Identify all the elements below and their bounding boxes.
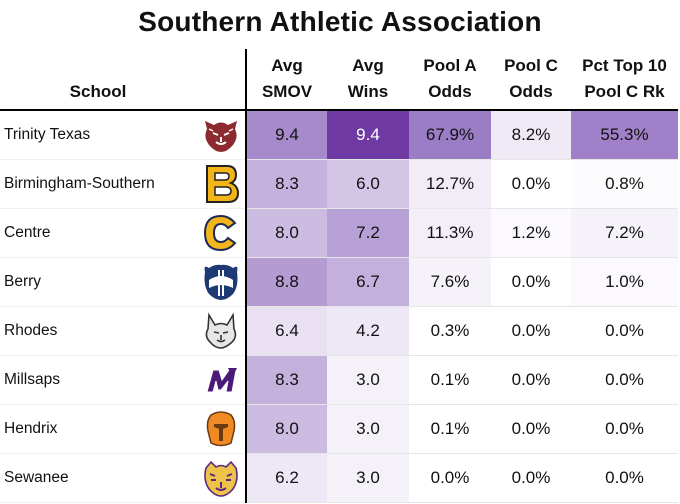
letter-m-logo: [201, 360, 241, 400]
standings-table: School Avg SMOV Avg Wins Pool A Odds Poo…: [0, 49, 678, 503]
letter-b-logo: [201, 164, 241, 204]
logo-header: [196, 49, 246, 111]
table-row: Trinity Texas 9.4 9.4 67.9% 8.2% 55.3%: [0, 110, 678, 160]
pct-top10-header: Pct Top 10 Pool C Rk: [571, 49, 678, 111]
page-title: Southern Athletic Association: [138, 6, 542, 37]
table-row: Millsaps 8.3 3.0 0.1% 0.0% 0.0%: [0, 355, 678, 405]
viking-helmet-logo: [201, 262, 241, 302]
pct-top10-cell: 0.8%: [571, 159, 678, 209]
avg-wins-cell: 3.0: [327, 404, 409, 454]
table-row: Hendrix 8.0 3.0 0.1% 0.0% 0.0%: [0, 404, 678, 454]
avg-smov-header-line2: SMOV: [261, 82, 313, 101]
avg-wins-header: Avg Wins: [327, 49, 409, 111]
pool-a-odds-cell: 11.3%: [409, 208, 491, 258]
pct-top10-cell: 0.0%: [571, 404, 678, 454]
pool-a-odds-cell: 12.7%: [409, 159, 491, 209]
avg-smov-cell: 8.3: [245, 159, 327, 209]
pool-c-odds-cell: 0.0%: [491, 355, 571, 405]
table-row: Birmingham-Southern 8.3 6.0 12.7% 0.0% 0…: [0, 159, 678, 209]
logo-cell: [196, 208, 246, 258]
pool-c-odds-header: Pool C Odds: [491, 49, 571, 111]
avg-wins-header-line2: Wins: [347, 82, 389, 101]
school-name: Millsaps: [0, 355, 196, 405]
pool-a-odds-cell: 0.0%: [409, 453, 491, 503]
avg-smov-cell: 8.3: [245, 355, 327, 405]
pool-a-odds-cell: 0.3%: [409, 306, 491, 356]
logo-cell: [196, 306, 246, 356]
pct-top10-header-line1: Pct Top 10: [582, 56, 667, 75]
pool-c-odds-cell: 0.0%: [491, 159, 571, 209]
table-row: Sewanee 6.2 3.0 0.0% 0.0% 0.0%: [0, 453, 678, 503]
logo-cell: [196, 404, 246, 454]
pool-c-odds-cell: 0.0%: [491, 453, 571, 503]
pool-a-odds-cell: 0.1%: [409, 355, 491, 405]
school-name: Trinity Texas: [0, 110, 196, 160]
pct-top10-cell: 7.2%: [571, 208, 678, 258]
pool-a-odds-cell: 0.1%: [409, 404, 491, 454]
lynx-head-logo: [201, 311, 241, 351]
header-row: School Avg SMOV Avg Wins Pool A Odds Poo…: [0, 49, 678, 111]
warrior-helmet-logo: [201, 409, 241, 449]
pool-a-odds-header-line2: Odds: [428, 82, 472, 101]
avg-wins-cell: 4.2: [327, 306, 409, 356]
pool-c-odds-header-line1: Pool C: [504, 56, 558, 75]
pool-c-odds-cell: 1.2%: [491, 208, 571, 258]
school-name: Rhodes: [0, 306, 196, 356]
pool-c-odds-cell: 0.0%: [491, 306, 571, 356]
pct-top10-cell: 1.0%: [571, 257, 678, 307]
pool-a-odds-cell: 7.6%: [409, 257, 491, 307]
pool-c-odds-cell: 8.2%: [491, 110, 571, 160]
avg-smov-cell: 8.0: [245, 404, 327, 454]
table-row: Centre 8.0 7.2 11.3% 1.2% 7.2%: [0, 208, 678, 258]
avg-wins-cell: 9.4: [327, 110, 409, 160]
avg-smov-cell: 9.4: [245, 110, 327, 160]
avg-wins-cell: 6.0: [327, 159, 409, 209]
tiger-head-logo: [201, 115, 241, 155]
avg-smov-cell: 8.8: [245, 257, 327, 307]
table-row: Berry 8.8 6.7 7.6% 0.0% 1.0%: [0, 257, 678, 307]
logo-cell: [196, 159, 246, 209]
table-row: Rhodes 6.4 4.2 0.3% 0.0% 0.0%: [0, 306, 678, 356]
avg-smov-header: Avg SMOV: [245, 49, 327, 111]
pool-c-odds-cell: 0.0%: [491, 404, 571, 454]
pct-top10-cell: 55.3%: [571, 110, 678, 160]
school-name: Berry: [0, 257, 196, 307]
school-name: Sewanee: [0, 453, 196, 503]
pool-c-odds-cell: 0.0%: [491, 257, 571, 307]
avg-smov-cell: 6.4: [245, 306, 327, 356]
pool-a-odds-cell: 67.9%: [409, 110, 491, 160]
avg-wins-cell: 3.0: [327, 355, 409, 405]
pool-a-odds-header-line1: Pool A: [423, 56, 477, 75]
avg-wins-header-line1: Avg: [352, 56, 384, 75]
school-name: Centre: [0, 208, 196, 258]
letter-c-logo: [201, 213, 241, 253]
tiger-face-logo: [201, 458, 241, 498]
logo-cell: [196, 453, 246, 503]
logo-cell: [196, 110, 246, 160]
school-name: Birmingham-Southern: [0, 159, 196, 209]
school-name: Hendrix: [0, 404, 196, 454]
avg-wins-cell: 7.2: [327, 208, 409, 258]
avg-wins-cell: 3.0: [327, 453, 409, 503]
avg-smov-cell: 6.2: [245, 453, 327, 503]
pool-a-odds-header: Pool A Odds: [409, 49, 491, 111]
avg-smov-header-line1: Avg: [271, 56, 303, 75]
pct-top10-cell: 0.0%: [571, 453, 678, 503]
pool-c-odds-header-line2: Odds: [509, 82, 553, 101]
school-header: School: [0, 49, 196, 111]
avg-wins-cell: 6.7: [327, 257, 409, 307]
logo-cell: [196, 257, 246, 307]
pct-top10-cell: 0.0%: [571, 306, 678, 356]
pct-top10-header-line2: Pool C Rk: [584, 82, 665, 101]
logo-cell: [196, 355, 246, 405]
pct-top10-cell: 0.0%: [571, 355, 678, 405]
avg-smov-cell: 8.0: [245, 208, 327, 258]
